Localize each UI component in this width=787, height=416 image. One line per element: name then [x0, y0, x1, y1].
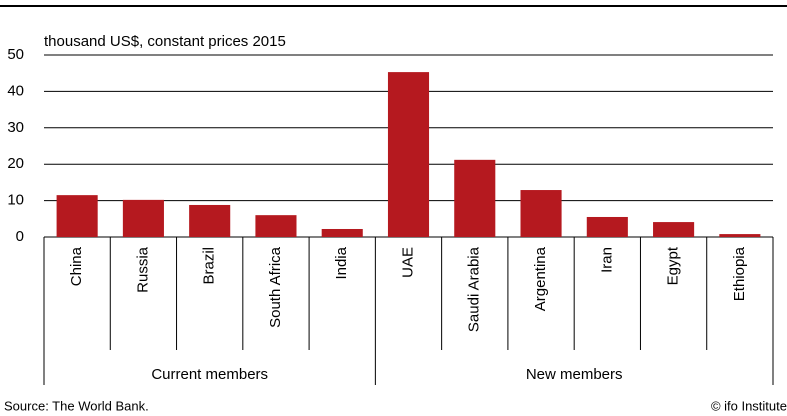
x-tick-label: UAE — [399, 247, 416, 278]
x-tick-label: China — [68, 246, 85, 286]
bar — [520, 190, 562, 237]
group-label: New members — [526, 366, 623, 383]
x-tick-label: South Africa — [267, 246, 284, 328]
x-tick-label: Iran — [598, 247, 615, 273]
y-tick-label: 50 — [7, 46, 24, 63]
x-tick-label: Ethiopia — [731, 246, 748, 301]
y-tick-label: 0 — [16, 228, 24, 245]
x-tick-label: Egypt — [665, 246, 682, 285]
x-tick-label: Argentina — [532, 246, 549, 311]
bar — [719, 234, 761, 237]
bar — [255, 215, 297, 237]
bar — [387, 72, 430, 237]
y-tick-label: 40 — [7, 82, 24, 99]
bar — [56, 195, 98, 237]
x-tick-label: Russia — [134, 246, 151, 293]
bar — [653, 222, 695, 237]
y-tick-label: 30 — [7, 119, 24, 136]
source: Source: The World Bank. — [4, 398, 149, 413]
x-tick-label: India — [333, 246, 350, 279]
bar — [321, 228, 363, 237]
y-axis-label: thousand US$, constant prices 2015 — [44, 33, 286, 50]
group-label: Current members — [151, 366, 268, 383]
bar — [122, 199, 164, 237]
y-tick-label: 10 — [7, 192, 24, 209]
bar — [586, 216, 628, 237]
bar — [189, 204, 231, 237]
credit: © ifo Institute — [711, 398, 787, 413]
x-tick-label: Saudi Arabia — [466, 246, 483, 332]
bar — [454, 159, 496, 237]
y-tick-label: 20 — [7, 155, 24, 172]
x-tick-label: Brazil — [201, 247, 218, 285]
